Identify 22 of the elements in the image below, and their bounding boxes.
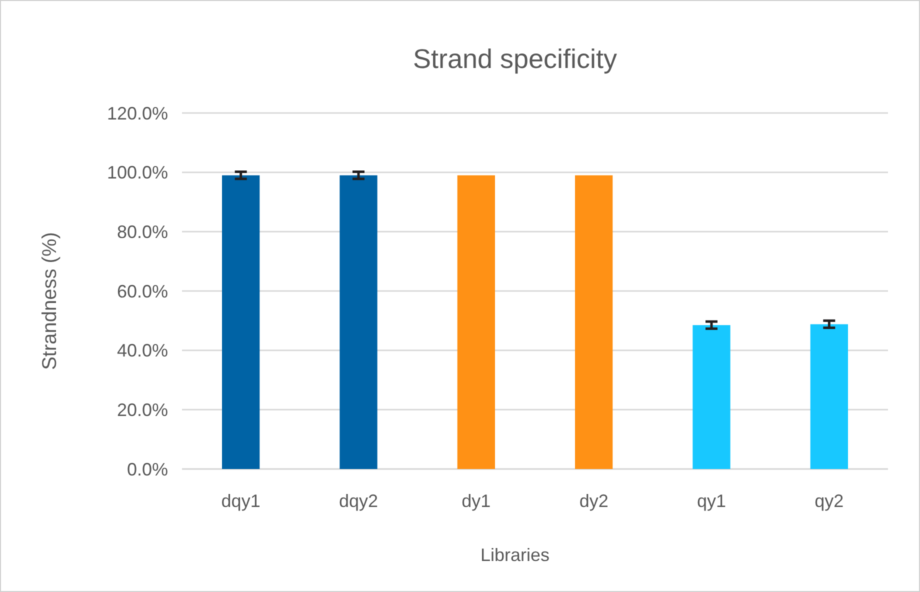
x-tick-label: dy1 [462,491,491,511]
bar [222,175,260,469]
y-axis-title: Strandness (%) [39,232,61,370]
y-tick-label: 0.0% [126,459,168,480]
x-tick-label: qy2 [814,491,844,511]
y-tick-label: 60.0% [116,281,168,302]
y-tick-label: 40.0% [116,340,168,361]
bar [692,325,730,469]
y-tick-label: 100.0% [106,162,168,183]
chart-title: Strand specificity [412,44,618,74]
y-tick-label: 80.0% [116,222,168,242]
bar [575,175,613,469]
x-axis-title: Libraries [480,545,550,565]
bar [810,324,848,469]
y-tick-label: 120.0% [106,103,168,124]
y-tick-label: 20.0% [116,400,168,420]
x-tick-label: qy1 [696,491,726,511]
bar [340,175,378,469]
x-tick-label: dqy1 [221,491,260,511]
x-tick-label: dqy2 [338,491,378,511]
x-tick-label: dy2 [579,491,608,511]
bar [457,175,495,469]
